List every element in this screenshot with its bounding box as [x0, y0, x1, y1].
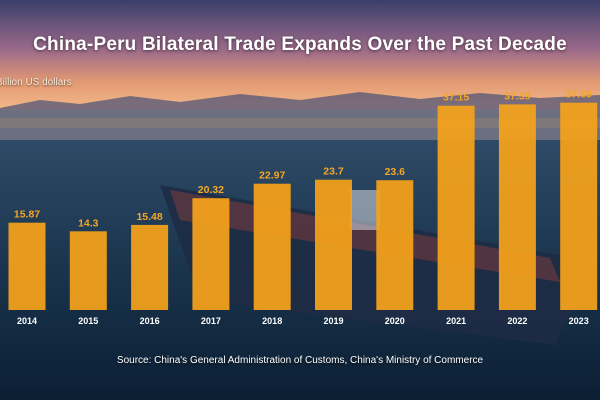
bar-2017	[192, 198, 230, 310]
bar-value-label-2019: 23.7	[323, 166, 344, 178]
x-tick-label-2015: 2015	[78, 316, 98, 326]
bar-value-label-2021: 37.15	[443, 92, 469, 104]
bar-value-label-2016: 15.48	[136, 211, 162, 223]
chart-title: China-Peru Bilateral Trade Expands Over …	[33, 34, 567, 55]
x-tick-label-2016: 2016	[140, 316, 160, 326]
bar-value-label-2023: 37.69	[566, 89, 592, 101]
bar-2014	[8, 222, 46, 310]
bar-2020	[376, 180, 414, 310]
bar-2016	[131, 224, 169, 310]
bar-value-label-2014: 15.87	[14, 209, 40, 221]
bar-2019	[315, 179, 352, 310]
bar-2022	[498, 104, 536, 311]
x-tick-label-2014: 2014	[17, 316, 37, 326]
x-tick-label-2019: 2019	[323, 316, 343, 326]
bar-value-label-2022: 37.39	[504, 90, 530, 102]
x-tick-label-2022: 2022	[507, 316, 527, 326]
y-axis-label: Billion US dollars	[0, 77, 72, 88]
bar-2023	[560, 102, 598, 310]
x-tick-label-2020: 2020	[385, 316, 405, 326]
bar-value-label-2015: 14.3	[78, 217, 99, 229]
x-tick-label-2021: 2021	[446, 316, 466, 326]
bar-2021	[437, 105, 475, 310]
x-tick-label-2023: 2023	[569, 316, 589, 326]
x-tick-label-2017: 2017	[201, 316, 221, 326]
bar-value-label-2018: 22.97	[259, 170, 285, 182]
source-note: Source: China's General Administration o…	[116, 355, 484, 366]
bar-value-label-2017: 20.32	[198, 184, 224, 196]
bar-2015	[69, 231, 107, 310]
bar-value-label-2020: 23.6	[385, 166, 406, 178]
x-tick-label-2018: 2018	[262, 316, 282, 326]
bar-2018	[253, 183, 291, 310]
